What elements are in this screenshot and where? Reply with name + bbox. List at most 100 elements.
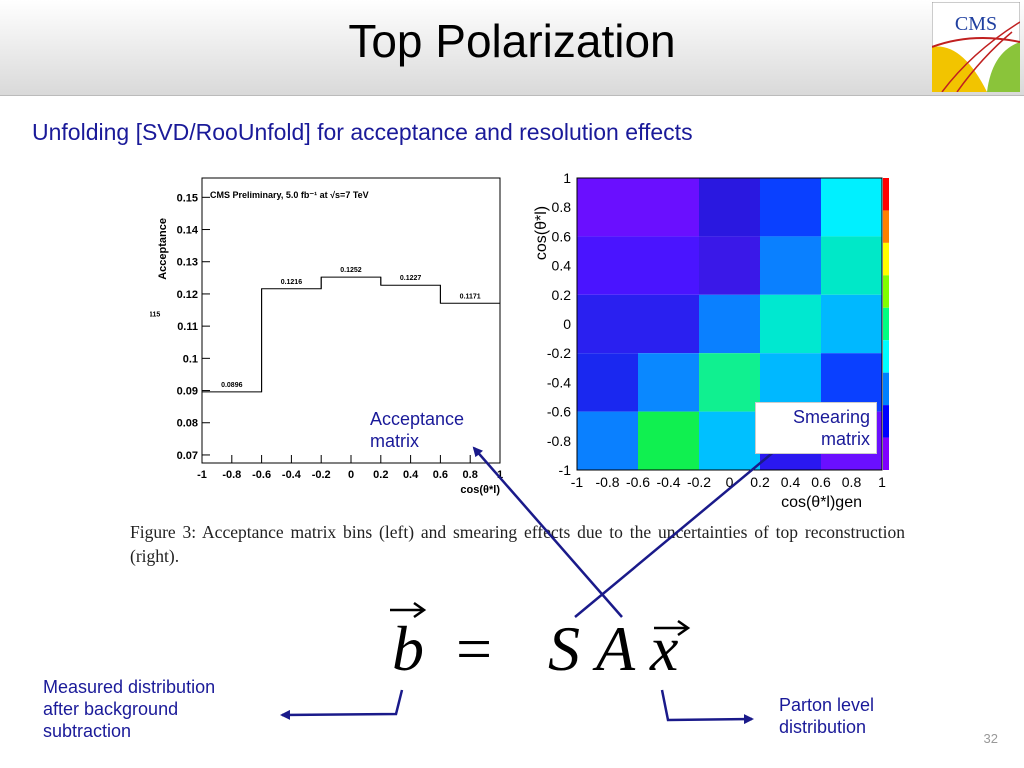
y-tick-label: 0.6 (552, 228, 572, 244)
bin-value-label: 0.0896 (221, 382, 243, 389)
y-tick-label: 0.1 (183, 353, 198, 365)
color-scale-segment (883, 340, 889, 373)
x-tick-label: -0.4 (282, 469, 302, 481)
measured-label-line1: Measured distribution (43, 677, 216, 697)
y-tick-label: 0.07 (177, 450, 198, 462)
heatmap-cell (821, 178, 882, 237)
acceptance-label-line1: Acceptance (370, 409, 465, 429)
heatmap-cell (638, 294, 699, 354)
heatmap-cell (577, 353, 638, 412)
x-tick-label: -0.4 (656, 474, 680, 490)
bin-value-label: 0.1171 (460, 293, 481, 300)
arrow-to-measured (280, 689, 404, 720)
color-scale-segment (883, 178, 889, 211)
color-scale-segment (883, 275, 889, 308)
y-tick-label: 0.13 (177, 257, 198, 269)
acceptance-label-line2: matrix (370, 431, 419, 451)
y-tick-label: -0.8 (547, 433, 571, 449)
chart-title: CMS Preliminary, 5.0 fb⁻¹ at √s=7 TeV (210, 190, 369, 200)
parton-level-label: Parton level distribution (779, 694, 874, 738)
x-tick-label: 0.8 (842, 474, 862, 490)
y-tick-label: -0.4 (547, 374, 571, 390)
vector-arrowhead-x (677, 619, 691, 637)
x-tick-label: 0.8 (463, 469, 478, 481)
heatmap-cell (760, 236, 821, 295)
y-tick-label: -1 (559, 462, 572, 478)
eq-matrix-a: A (596, 613, 636, 684)
x-tick-label: 0 (726, 474, 734, 490)
x-axis-label: cos(θ*l)gen (781, 494, 862, 511)
eq-equals: = (456, 613, 493, 684)
x-tick-label: 0.4 (403, 469, 419, 481)
heatmap-cell (760, 178, 821, 237)
arrow-to-smearing (574, 443, 784, 618)
x-tick-label: -0.8 (222, 469, 241, 481)
color-scale-segment (883, 210, 889, 243)
logo-text: CMS (955, 13, 997, 35)
y-axis-label: Acceptance (157, 218, 169, 280)
x-axis-label: cos(θ*l) (460, 484, 500, 496)
bin-value-label: 0.1252 (340, 267, 362, 274)
x-tick-label: 1 (497, 469, 503, 481)
eq-vector-b: b (392, 613, 424, 684)
x-tick-label: 0 (348, 469, 354, 481)
heatmap-cell (699, 178, 760, 237)
smearing-heatmap: -1 -0.8 -0.6 -0.4 -0.2 0 0.2 0.4 0.6 0.8 1 -1 -0.8 -0… (533, 170, 889, 511)
y-tick-label: -0.2 (547, 345, 571, 361)
y-axis-label: cos(θ*l) (533, 206, 550, 260)
arrow-to-parton (660, 689, 754, 725)
arrow-to-acceptance (472, 446, 623, 618)
heatmap-cell (821, 353, 882, 412)
y-tick-label: 0.11 (177, 321, 198, 333)
smearing-label-line2: matrix (821, 429, 870, 449)
y-tick-label: 1 (563, 170, 571, 186)
y-tick-label: 0.14 (177, 225, 199, 237)
page-number: 32 (983, 731, 998, 746)
parton-label-line2: distribution (779, 717, 867, 737)
smearing-label-line1: Smearing (792, 407, 870, 427)
x-tick-label: -0.2 (687, 474, 711, 490)
x-tick-label: 0.6 (811, 474, 831, 490)
heatmap-cell (699, 236, 760, 295)
heatmap-cell (821, 236, 882, 295)
heatmap-cell (699, 411, 760, 470)
heatmap-cell (577, 294, 638, 354)
x-tick-label: 1 (878, 474, 886, 490)
acceptance-chart: CMS Preliminary, 5.0 fb⁻¹ at √s=7 TeV 0.0… (150, 177, 503, 496)
heatmap-cell (638, 411, 699, 470)
slide-subtitle: Unfolding [SVD/RooUnfold] for acceptance… (32, 119, 693, 145)
measured-distribution-label: Measured distribution after background s… (43, 676, 215, 742)
y-tick-label: 0.12 (177, 289, 198, 301)
x-tick-label: 0.2 (373, 469, 388, 481)
heatmap-cell (577, 411, 638, 470)
plot-frame (201, 177, 501, 464)
y-tick-label: 0.15 (177, 192, 198, 204)
x-tick-label: 0.6 (433, 469, 448, 481)
slide-title: Top Polarization (348, 15, 676, 67)
bin-value-label: 0.1227 (400, 275, 422, 282)
color-scale-segment (883, 437, 889, 470)
measured-label-line3: subtraction (43, 721, 132, 741)
heatmap-cell (638, 178, 699, 237)
heatmap-cell (699, 353, 760, 412)
y-tick-label: 0.8 (552, 199, 572, 215)
x-tick-label: -1 (571, 474, 584, 490)
x-tick-label: -1 (197, 469, 207, 481)
smearing-matrix-label: Smearing matrix (755, 402, 877, 454)
heatmap-cell (638, 236, 699, 295)
figure-caption: Figure 3: Acceptance matrix bins (left) … (130, 522, 905, 566)
cms-logo: CMS (932, 2, 1020, 92)
x-tick-label: -0.2 (312, 469, 331, 481)
slide-header: Top Polarization CMS (0, 0, 1024, 96)
heatmap-cell (699, 294, 760, 354)
y-tick-label: 0 (563, 316, 571, 332)
measured-label-line2: after background (43, 699, 179, 719)
heatmap-cell (638, 353, 699, 412)
eq-vector-x: x (650, 613, 679, 684)
heatmap-frame (576, 177, 883, 471)
x-tick-label: 0.2 (750, 474, 770, 490)
heatmap-cell (577, 236, 638, 295)
